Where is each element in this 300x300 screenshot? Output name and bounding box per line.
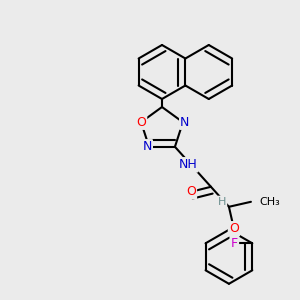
Text: H: H: [218, 197, 226, 207]
Text: O: O: [186, 185, 196, 198]
Text: O: O: [229, 222, 239, 235]
Text: F: F: [231, 237, 238, 250]
Text: N: N: [180, 116, 190, 129]
Text: NH: NH: [178, 158, 197, 171]
Text: N: N: [142, 140, 152, 153]
Text: O: O: [136, 116, 146, 129]
Text: CH₃: CH₃: [259, 197, 280, 207]
